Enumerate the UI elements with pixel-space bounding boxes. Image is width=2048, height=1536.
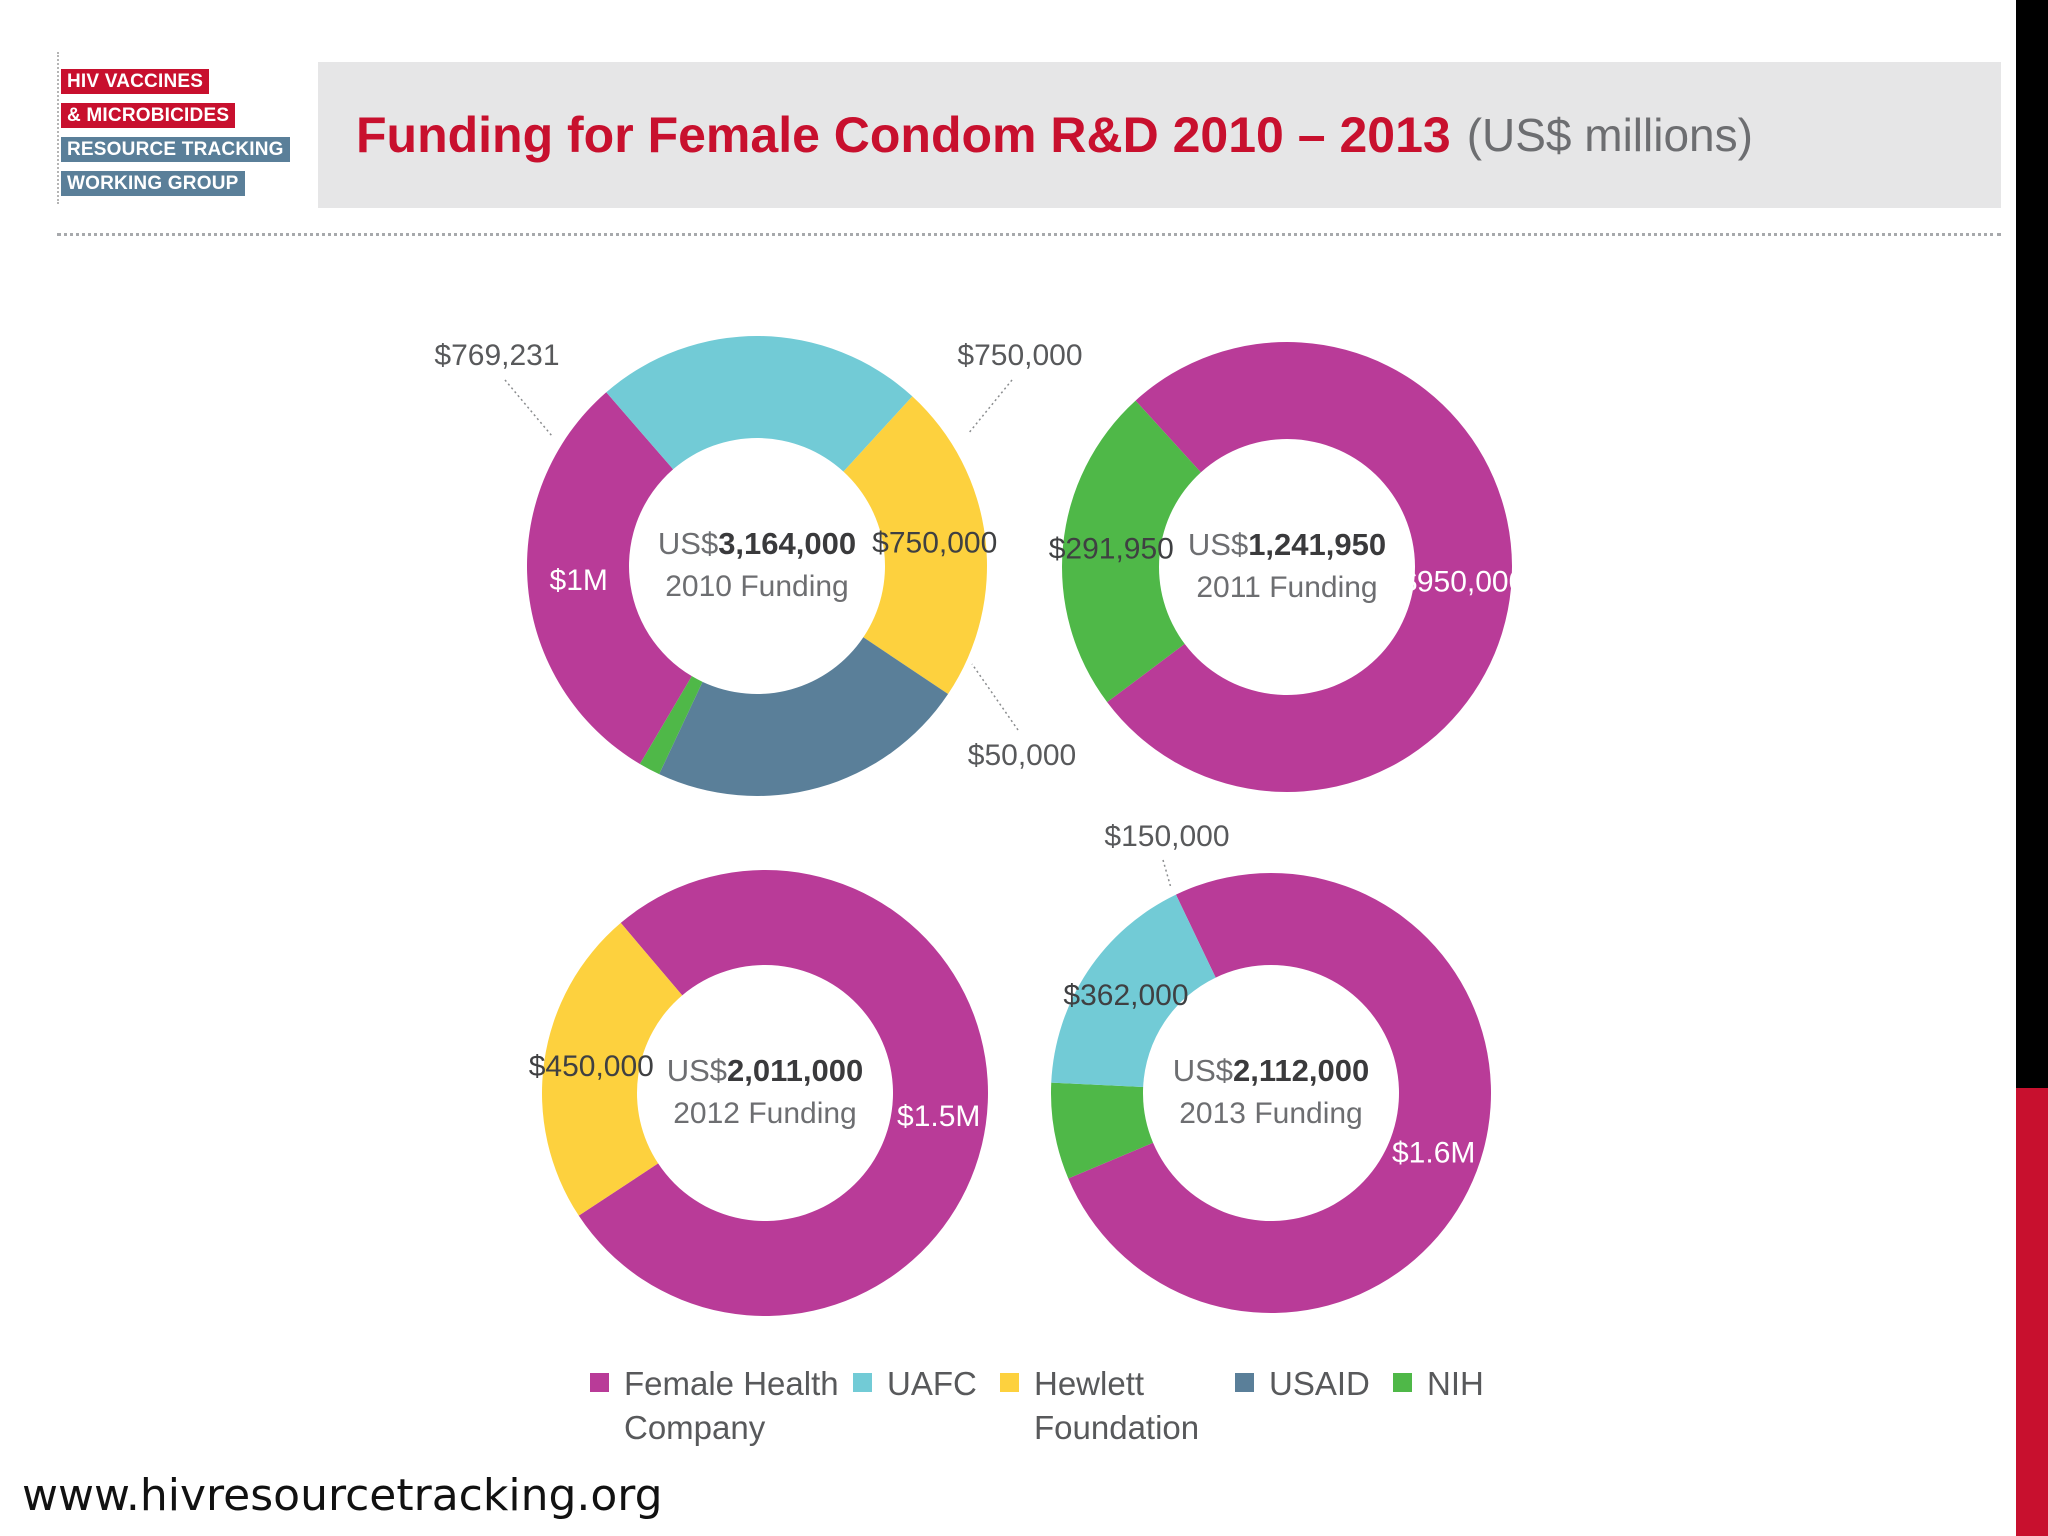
label-2010-female-health-company: $1M xyxy=(550,564,608,597)
logo-line-3: RESOURCE TRACKING xyxy=(61,137,290,162)
total-2013: US$2,112,000 xyxy=(1173,1053,1370,1088)
caption-2010: 2010 Funding xyxy=(665,570,849,603)
legend-item-usaid: USAID xyxy=(1235,1362,1370,1406)
label-2010-usaid: $750,000 xyxy=(957,339,1082,372)
legend-item-uafc: UAFC xyxy=(853,1362,977,1406)
legend-swatch-nih xyxy=(1393,1373,1412,1392)
label-2011-nih: $291,950 xyxy=(1049,532,1174,565)
legend-swatch-usaid xyxy=(1235,1373,1254,1392)
label-2013-female-health-company: $1.6M xyxy=(1392,1137,1475,1170)
total-value-2012: 2,011,000 xyxy=(727,1053,863,1088)
legend-label-usaid: USAID xyxy=(1269,1365,1370,1402)
leader-2013-nih xyxy=(1162,859,1172,889)
slice-2013-female-health-company xyxy=(1068,873,1491,1313)
logo-line-1: HIV VACCINES xyxy=(61,69,210,94)
label-2011-female-health-company: $950,000 xyxy=(1400,565,1525,598)
legend-label-uafc: UAFC xyxy=(887,1365,977,1402)
leader-2010-nih xyxy=(971,663,1019,731)
total-value-2010: 3,164,000 xyxy=(718,526,856,561)
total-value-2011: 1,241,950 xyxy=(1248,527,1386,562)
total-prefix-2013: US$ xyxy=(1173,1053,1233,1088)
slice-2010-usaid xyxy=(659,637,949,796)
donut-2012 xyxy=(541,870,988,1317)
slice-2011-female-health-company xyxy=(1107,342,1513,792)
caption-2013: 2013 Funding xyxy=(1179,1097,1363,1130)
donut-2010 xyxy=(527,335,987,796)
title-unit: (US$ millions) xyxy=(1466,109,1753,161)
legend-label-female-health-company: Female Health Company xyxy=(624,1365,839,1446)
legend-item-nih: NIH xyxy=(1393,1362,1484,1406)
slice-2012-hewlett-foundation xyxy=(541,922,683,1216)
label-2013-nih: $150,000 xyxy=(1104,820,1229,853)
legend-swatch-female-health-company xyxy=(590,1373,609,1392)
donut-2013 xyxy=(1051,873,1491,1313)
donut-2011 xyxy=(1062,342,1513,792)
total-prefix-2012: US$ xyxy=(667,1053,727,1088)
leader-2010-usaid xyxy=(967,379,1013,435)
logo-line-2: & MICROBICIDES xyxy=(61,103,236,128)
hiv-rtwg-logo: HIV VACCINES & MICROBICIDES RESOURCE TRA… xyxy=(57,52,297,204)
total-2011: US$1,241,950 xyxy=(1188,527,1386,562)
slice-2010-nih xyxy=(639,676,703,775)
header-divider xyxy=(57,233,2001,236)
footer-url: www.hivresourcetracking.org xyxy=(22,1470,663,1521)
slice-2010-uafc xyxy=(606,335,913,472)
slice-2010-female-health-company xyxy=(527,392,692,764)
label-2010-nih: $50,000 xyxy=(968,739,1076,772)
right-edge-accent xyxy=(2016,1088,2048,1536)
slice-2013-nih xyxy=(1051,1082,1154,1179)
legend-swatch-uafc xyxy=(853,1373,872,1392)
label-2010-uafc: $769,231 xyxy=(434,339,559,372)
label-2012-hewlett-foundation: $450,000 xyxy=(529,1050,654,1083)
total-prefix-2010: US$ xyxy=(658,526,718,561)
slice-2012-female-health-company xyxy=(578,870,988,1317)
leader-2010-uafc xyxy=(504,379,553,437)
legend-label-hewlett-foundation: Hewlett Foundation xyxy=(1034,1365,1200,1446)
label-2012-female-health-company: $1.5M xyxy=(897,1100,980,1133)
legend-swatch-hewlett-foundation xyxy=(1000,1373,1019,1392)
legend-item-female-health-company: Female Health Company xyxy=(590,1362,839,1450)
label-2013-uafc: $362,000 xyxy=(1063,979,1188,1012)
caption-2011: 2011 Funding xyxy=(1196,571,1377,604)
legend-label-nih: NIH xyxy=(1427,1365,1484,1402)
total-2010: US$3,164,000 xyxy=(658,526,856,561)
total-prefix-2011: US$ xyxy=(1188,527,1248,562)
legend-item-hewlett-foundation: Hewlett Foundation xyxy=(1000,1362,1199,1450)
slice-2010-hewlett-foundation xyxy=(843,396,987,695)
title-bar: Funding for Female Condom R&D 2010 – 201… xyxy=(318,62,2001,208)
label-2010-hewlett-foundation: $750,000 xyxy=(872,527,997,560)
total-2012: US$2,011,000 xyxy=(667,1053,864,1088)
caption-2012: 2012 Funding xyxy=(673,1097,857,1130)
slice-2011-nih xyxy=(1062,400,1201,703)
logo-dotted-line xyxy=(57,52,59,204)
logo-line-4: WORKING GROUP xyxy=(61,171,245,196)
slice-2013-uafc xyxy=(1051,894,1216,1087)
total-value-2013: 2,112,000 xyxy=(1233,1053,1369,1088)
chart-legend: Female Health Company UAFC Hewlett Foundat… xyxy=(590,1362,1490,1452)
page-title: Funding for Female Condom R&D 2010 – 201… xyxy=(356,107,1451,163)
